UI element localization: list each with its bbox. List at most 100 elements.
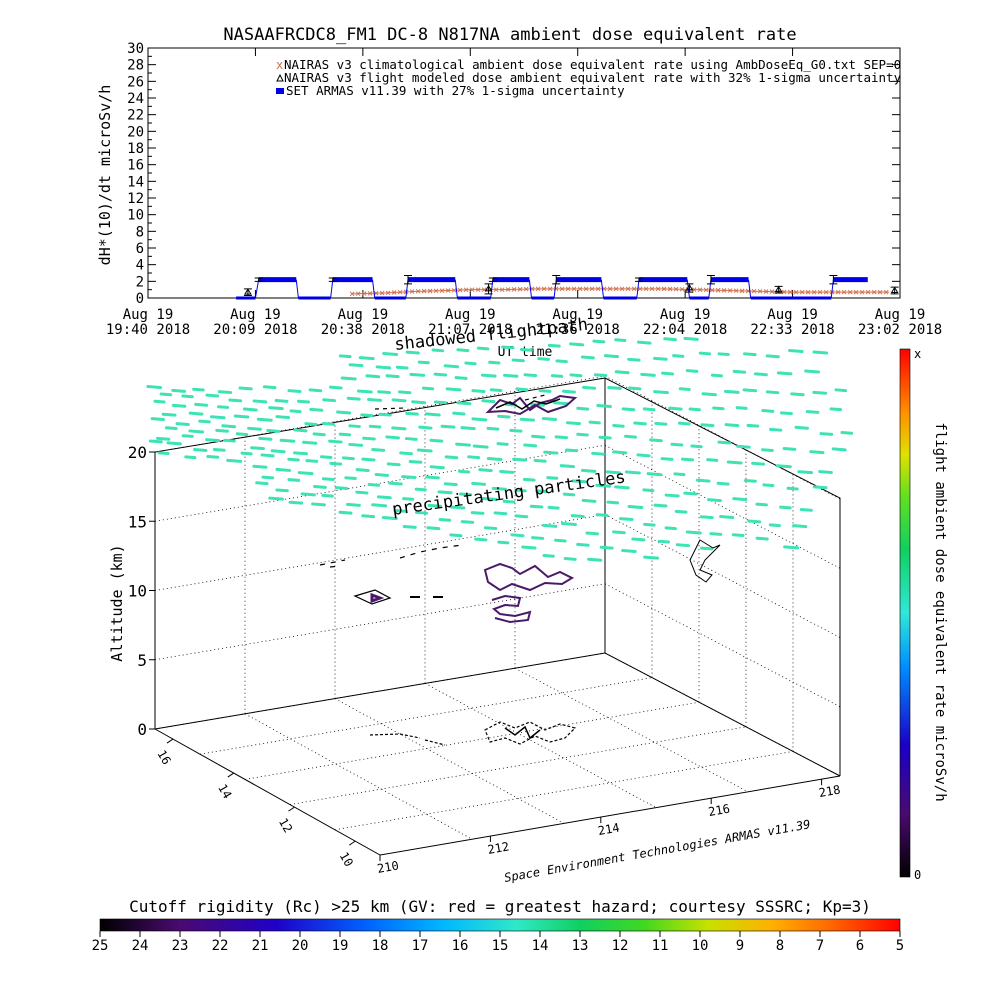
particle-mark [348, 442, 364, 447]
particle-mark [443, 482, 458, 487]
particle-mark [523, 443, 538, 448]
particle-mark [405, 411, 419, 416]
particle-mark [460, 426, 476, 431]
top-chart: NASAAFRCDC8_FM1 DC-8 N817NA ambient dose… [96, 25, 942, 360]
series-armas-connector [600, 279, 604, 299]
particle-mark [300, 492, 316, 497]
series-nairas-climatological-marker [511, 287, 517, 292]
grid-right-wall-altitude [604, 583, 841, 708]
particle-mark [417, 360, 430, 365]
particle-mark [726, 460, 743, 465]
particle-mark [212, 448, 226, 452]
particle-mark [266, 428, 281, 433]
series-nairas-climatological-marker [691, 287, 697, 292]
path-dash-2 [319, 544, 463, 568]
particle-mark [631, 537, 646, 542]
bottom-colorbar-tick-label: 6 [856, 938, 864, 954]
particle-mark [329, 461, 343, 466]
particle-mark [242, 407, 258, 412]
grid-floor-longitude [514, 667, 749, 793]
particle-mark [768, 523, 781, 528]
legend-item-nairas-flight: NAIRAS v3 flight modeled dose ambient eq… [276, 70, 902, 85]
particle-mark [409, 372, 426, 377]
particle-mark [642, 488, 655, 493]
particle-mark [471, 389, 486, 393]
path-mid-cluster-lower [491, 594, 532, 624]
particle-mark [362, 436, 376, 441]
particle-mark [159, 392, 173, 397]
particle-mark [297, 399, 311, 404]
particle-mark [385, 374, 400, 379]
path-ground-cluster [369, 721, 577, 746]
grid-floor-longitude [334, 698, 565, 824]
path-diamond [353, 589, 392, 605]
series-nairas-climatological-marker [697, 287, 703, 293]
particle-mark [391, 426, 407, 431]
particle-mark [511, 358, 525, 363]
series-nairas-climatological-marker [439, 288, 445, 294]
particle-mark [782, 447, 797, 451]
particle-mark [553, 401, 569, 406]
particle-mark [653, 356, 668, 361]
series-armas-connector [528, 279, 533, 299]
series-nairas-climatological-marker [463, 287, 469, 293]
series-nairas-climatological-marker [847, 289, 853, 295]
particle-mark [769, 427, 783, 432]
particle-mark [238, 386, 253, 391]
z-axis-label: Altitude (km) [108, 544, 126, 661]
particle-mark [166, 441, 182, 446]
lon-tick-label: 210 [376, 858, 400, 876]
particle-mark [429, 438, 444, 443]
particle-mark [378, 412, 392, 417]
particle-mark [724, 423, 740, 428]
grid-left-wall-altitude [154, 652, 606, 730]
particle-mark [496, 442, 509, 446]
bottom-colorbar-tick-label: 7 [816, 938, 824, 954]
particle-mark [706, 458, 719, 462]
particle-mark [621, 407, 636, 412]
right-colorbar-max-label: x [914, 347, 921, 361]
particle-mark [424, 412, 441, 417]
particle-mark [582, 385, 597, 390]
particle-mark [368, 424, 382, 429]
particle-mark [776, 371, 793, 376]
particle-mark [653, 390, 669, 395]
particle-mark [581, 498, 597, 503]
y-tick-label: 26 [127, 74, 144, 90]
series-nairas-climatological-marker [595, 286, 601, 292]
particle-mark [471, 417, 488, 422]
particle-mark [175, 422, 190, 427]
particle-mark [670, 442, 684, 447]
x-tick-label-date: Aug 19 [230, 307, 281, 323]
particle-mark [675, 543, 690, 548]
particle-mark [293, 451, 309, 456]
particle-mark [398, 390, 412, 395]
series-armas-connector [686, 279, 690, 299]
particle-mark [731, 533, 745, 538]
path-top-cluster-inner [495, 398, 561, 410]
bottom-colorbar-tick-label: 19 [332, 938, 349, 954]
particle-mark [405, 350, 420, 355]
particle-mark [755, 502, 768, 507]
series-nairas-climatological-marker [835, 289, 841, 295]
particle-mark [344, 476, 357, 481]
bottom-colorbar-tick-label: 21 [252, 938, 269, 954]
particle-mark [747, 519, 762, 524]
particle-mark [554, 435, 568, 440]
particle-mark [391, 398, 407, 403]
series-nairas-climatological-marker [535, 286, 541, 292]
particle-mark [414, 487, 427, 492]
particle-mark [456, 348, 470, 353]
particle-mark [472, 444, 489, 449]
series-nairas-flight-marker [890, 286, 899, 293]
path-top-dash [374, 394, 546, 410]
particle-mark [799, 508, 813, 512]
floor-back-edges [154, 652, 841, 777]
particle-mark [401, 475, 417, 480]
particle-mark [293, 428, 308, 433]
series-nairas-climatological-marker [421, 288, 427, 294]
particle-mark [287, 389, 302, 394]
particle-mark [642, 407, 656, 412]
particle-mark [255, 481, 269, 486]
